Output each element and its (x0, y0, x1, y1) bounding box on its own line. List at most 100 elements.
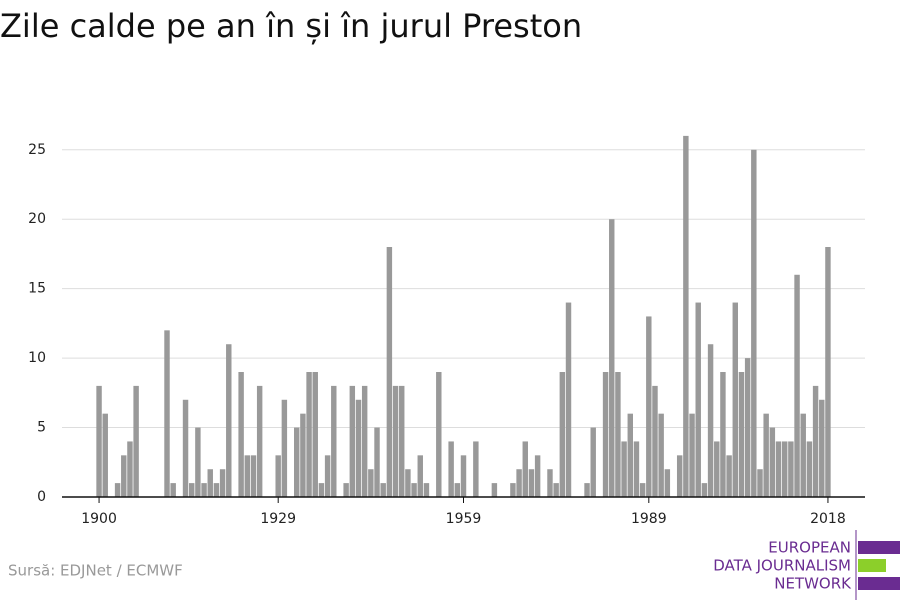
bar (516, 469, 522, 497)
bar (695, 302, 701, 497)
bar (732, 302, 739, 497)
bar (238, 372, 244, 497)
bar (473, 441, 479, 497)
chart-title: Zile calde pe an în și în jurul Preston (0, 7, 582, 45)
bar (324, 455, 331, 497)
bar (664, 469, 671, 497)
bar (584, 483, 590, 497)
bar (349, 385, 356, 497)
bar (720, 372, 726, 497)
bar (318, 483, 325, 497)
bar (127, 441, 133, 497)
bar (188, 483, 195, 497)
bar (714, 441, 720, 497)
bar (683, 135, 689, 497)
x-tick-label: 2018 (810, 511, 846, 527)
bar (114, 483, 121, 497)
bar (676, 455, 683, 497)
bar (256, 385, 263, 497)
bar (701, 483, 708, 497)
bar (460, 455, 467, 497)
bar (652, 385, 658, 497)
bar (646, 316, 652, 497)
x-tick-label: 1929 (260, 511, 296, 527)
bar (250, 455, 257, 497)
bar (689, 413, 695, 497)
bar (812, 385, 819, 497)
bar (182, 399, 189, 497)
bar (399, 385, 405, 497)
bar (454, 483, 461, 497)
bar (361, 385, 368, 497)
bar (294, 427, 300, 497)
y-tick-label: 20 (28, 211, 46, 227)
y-tick-label: 5 (37, 420, 46, 436)
bar (491, 483, 498, 497)
bar (195, 427, 201, 497)
bar (102, 413, 108, 497)
bar (219, 469, 226, 497)
bar (757, 469, 763, 497)
bar (602, 372, 609, 497)
bar (738, 372, 745, 497)
bar (763, 413, 769, 497)
bar (534, 455, 541, 497)
bar (633, 441, 640, 497)
logo-bar (858, 577, 900, 590)
logo-bar (858, 541, 900, 554)
bar (794, 274, 800, 497)
bar (547, 469, 553, 497)
logo-text: NETWORK (774, 575, 852, 593)
bar (528, 469, 535, 497)
bar (423, 483, 430, 497)
bar (800, 413, 806, 497)
bar (226, 344, 232, 497)
bar (590, 427, 596, 497)
bar (275, 455, 281, 497)
bar (788, 441, 794, 497)
bar (621, 441, 627, 497)
bar (300, 413, 306, 497)
bar (213, 483, 220, 497)
bar (331, 385, 337, 497)
bar (343, 483, 349, 497)
bar (825, 247, 831, 497)
bar (417, 455, 423, 497)
bar (553, 483, 559, 497)
bar (510, 483, 516, 497)
source: Sursă: EDJNet / ECMWF (8, 562, 183, 580)
bar (565, 302, 572, 497)
bar (207, 469, 213, 497)
bar (170, 483, 176, 497)
bar (609, 219, 615, 497)
bar (639, 483, 646, 497)
bar (819, 399, 825, 497)
bar (306, 372, 312, 497)
y-tick-label: 10 (28, 350, 46, 366)
bar (133, 385, 139, 497)
bar (615, 372, 621, 497)
bar (806, 441, 813, 497)
bar (164, 330, 170, 497)
bar (392, 385, 399, 497)
bar (405, 469, 411, 497)
bar (281, 399, 288, 497)
bar (522, 441, 528, 497)
bar (769, 427, 776, 497)
bar (436, 372, 442, 497)
bar (658, 413, 664, 497)
bar (751, 149, 757, 497)
bar (627, 413, 633, 497)
bar (744, 358, 751, 497)
bar (781, 441, 788, 497)
y-tick-label: 25 (28, 142, 46, 158)
bar (448, 441, 454, 497)
bar (386, 247, 393, 497)
bar (374, 427, 380, 497)
bar (559, 372, 566, 497)
bar (201, 483, 207, 497)
bar (96, 385, 102, 497)
bar (775, 441, 782, 497)
y-tick-label: 0 (37, 489, 46, 505)
